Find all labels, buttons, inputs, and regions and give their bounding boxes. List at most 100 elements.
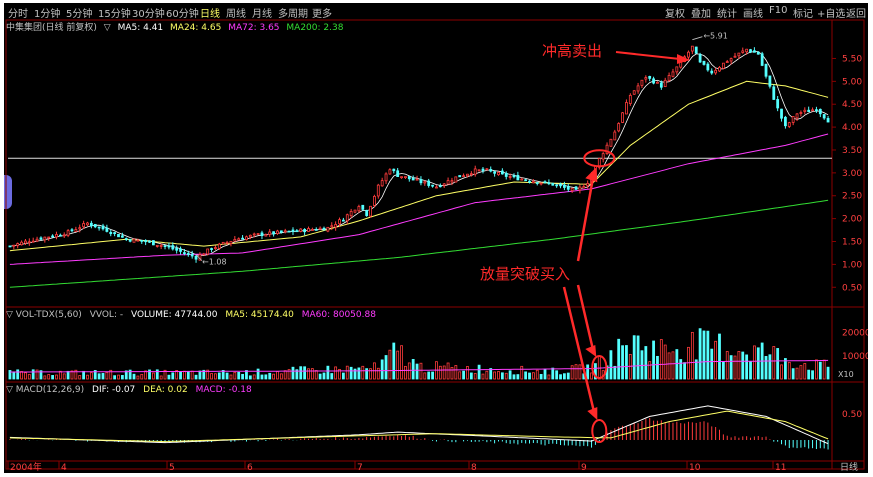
candle-body <box>543 181 547 184</box>
candle-body <box>120 235 124 238</box>
volume-bar <box>454 365 458 380</box>
volume-bar <box>446 362 450 380</box>
collapse-icon[interactable]: ▽ <box>103 23 111 33</box>
candle-body <box>109 231 113 235</box>
back-button[interactable]: 返回 <box>846 9 866 20</box>
volume-bar <box>570 365 574 380</box>
price-tick-label: 4.50 <box>842 100 862 110</box>
candle-body <box>466 173 469 177</box>
volume-bar <box>400 345 403 380</box>
candle-body <box>667 75 671 81</box>
tab-daily[interactable]: 日线 <box>200 9 220 20</box>
volume-bar <box>508 370 512 380</box>
volume-bar <box>776 348 780 380</box>
candle-body <box>435 186 438 189</box>
candle-body <box>636 85 640 92</box>
candle-body <box>822 114 826 119</box>
volume-bar <box>78 375 82 380</box>
volume-bar <box>485 370 489 380</box>
chart-frame: 分时 1分钟 5分钟 15分钟 30分钟 60分钟 日线 周线 月线 多周期 更… <box>4 3 868 473</box>
volume-bar <box>198 370 202 380</box>
volume-bar <box>357 367 361 380</box>
mark-button[interactable]: 标记 <box>793 9 813 20</box>
volume-bar <box>520 365 524 380</box>
buy-arrow-macd-line <box>562 286 596 414</box>
volume-bar <box>555 370 559 380</box>
volume-bar <box>756 347 760 380</box>
candle-body <box>609 138 613 147</box>
f10-button[interactable]: F10 <box>769 5 788 16</box>
stats-button[interactable]: 统计 <box>717 9 737 20</box>
dea-label: DEA: 0.02 <box>143 385 188 395</box>
candle-body <box>524 179 528 182</box>
tab-60min[interactable]: 60分钟 <box>166 9 199 20</box>
candle-body <box>815 109 818 112</box>
volume-bar <box>124 370 128 380</box>
volume-bar <box>466 366 469 380</box>
add-watchlist-button[interactable]: +自选 <box>817 9 846 20</box>
tab-30min[interactable]: 30分钟 <box>132 9 165 20</box>
volume-bar <box>729 355 733 380</box>
candle-body <box>811 109 814 112</box>
volume-circle <box>591 355 608 379</box>
volume-bar <box>202 369 206 380</box>
volume-bar <box>694 359 698 380</box>
volume-bar <box>423 372 427 380</box>
candle-body <box>171 245 175 250</box>
tab-15min[interactable]: 15分钟 <box>98 9 131 20</box>
candle-body <box>807 109 811 113</box>
candle-body <box>768 75 772 87</box>
candle-body <box>574 186 578 190</box>
volume-bar <box>407 362 411 380</box>
tab-multi[interactable]: 多周期 <box>278 9 308 20</box>
tab-more[interactable]: 更多 <box>312 9 332 20</box>
volume-bar <box>318 373 322 380</box>
volume-unit: X10 <box>838 370 854 379</box>
candle-body <box>214 247 217 249</box>
candle-body <box>458 175 462 178</box>
candle-body <box>365 209 369 216</box>
x-axis-label: 9 <box>581 463 587 473</box>
price-tick-label: 1.00 <box>842 260 862 270</box>
volume-bar <box>97 373 101 380</box>
tab-1min[interactable]: 1分钟 <box>34 9 61 20</box>
candle-body <box>454 176 458 183</box>
candle-body <box>818 108 822 115</box>
volume-bar <box>338 369 341 380</box>
candle-body <box>473 168 477 175</box>
candle-body <box>628 94 632 104</box>
candle-body <box>586 183 590 186</box>
volume-bar <box>128 369 132 380</box>
candle-body <box>772 86 776 100</box>
candle-body <box>644 77 648 80</box>
sell-annotation: 冲高卖出 <box>542 42 602 60</box>
candle-body <box>248 234 252 238</box>
tab-monthly[interactable]: 月线 <box>252 9 272 20</box>
candle-body <box>175 248 179 251</box>
overlay-button[interactable]: 叠加 <box>691 9 711 20</box>
fuquan-button[interactable]: 复权 <box>665 9 685 20</box>
volume-bar <box>58 370 62 380</box>
candle-body <box>396 170 400 178</box>
candle-body <box>559 183 562 187</box>
candle-body <box>140 239 144 242</box>
side-expand-handle[interactable] <box>4 175 12 209</box>
candle-body <box>392 168 396 172</box>
candle-body <box>803 109 807 112</box>
macd-legend: ▽ MACD(12,26,9) DIF: -0.07 DEA: 0.02 MAC… <box>6 385 257 395</box>
volume-bar <box>221 370 225 380</box>
volume-bar <box>477 364 481 380</box>
tab-weekly[interactable]: 周线 <box>226 9 246 20</box>
ma200-label: MA200: 2.38 <box>286 23 344 33</box>
candle-body <box>776 99 780 109</box>
tab-5min[interactable]: 5分钟 <box>66 9 93 20</box>
vol-ma60-label: MA60: 80050.88 <box>301 310 376 320</box>
volume-bar <box>659 339 663 380</box>
draw-button[interactable]: 画线 <box>743 9 763 20</box>
breakout-circle <box>583 149 616 168</box>
volume-bar <box>586 364 590 380</box>
tab-fenshi[interactable]: 分时 <box>8 9 28 20</box>
candle-body <box>566 186 570 190</box>
candle-body <box>764 63 768 77</box>
candle-body <box>795 113 799 119</box>
